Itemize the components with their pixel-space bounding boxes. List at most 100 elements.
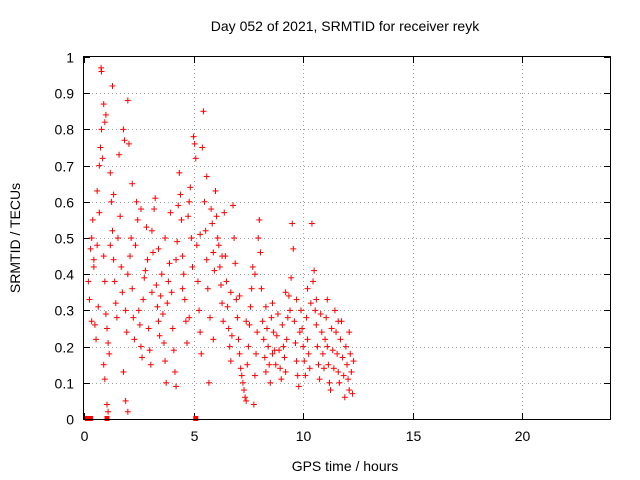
- data-point: [269, 350, 276, 357]
- data-point: [198, 350, 205, 357]
- data-point: [247, 303, 254, 310]
- y-tick-label: 0: [66, 412, 74, 428]
- data-point: [251, 271, 258, 278]
- data-point: [107, 169, 114, 176]
- data-point: [227, 358, 234, 365]
- data-point: [281, 354, 288, 361]
- data-point: [128, 235, 135, 241]
- data-point: [137, 343, 144, 350]
- data-point: [187, 184, 194, 191]
- data-point: [85, 278, 92, 285]
- data-point: [197, 231, 204, 238]
- data-point: [297, 307, 304, 314]
- data-point: [104, 325, 111, 332]
- data-point: [224, 303, 231, 310]
- data-point: [279, 321, 286, 328]
- data-point: [340, 372, 347, 379]
- data-point: [319, 350, 326, 357]
- data-point: [287, 307, 294, 314]
- data-point: [316, 376, 323, 383]
- data-point: [175, 202, 182, 209]
- data-point: [158, 271, 165, 278]
- data-point: [232, 260, 239, 267]
- data-point: [171, 368, 178, 375]
- data-point: [216, 263, 223, 270]
- data-point: [220, 318, 227, 325]
- data-point: [313, 296, 320, 303]
- data-point: [197, 329, 204, 336]
- data-point: [165, 278, 172, 285]
- data-point: [262, 303, 269, 310]
- data-point: [104, 401, 111, 408]
- x-tick-label: 20: [515, 428, 531, 444]
- data-point: [179, 285, 186, 292]
- data-point: [250, 401, 257, 408]
- data-point: [155, 318, 162, 325]
- data-point: [109, 227, 116, 234]
- data-point: [95, 303, 102, 310]
- data-point: [259, 318, 266, 325]
- data-point: [140, 296, 147, 303]
- data-point: [131, 336, 138, 343]
- data-point: [147, 361, 154, 368]
- axis-ticks: 00.10.20.30.40.50.60.70.80.910 5 10 15 20: [55, 50, 610, 444]
- data-point: [278, 376, 285, 383]
- data-point: [164, 300, 171, 307]
- y-tick-label: 0.2: [55, 340, 75, 356]
- data-point: [101, 278, 108, 285]
- data-point: [282, 289, 289, 296]
- data-point: [215, 242, 222, 249]
- data-point: [106, 350, 113, 357]
- data-point: [90, 263, 97, 270]
- data-point: [127, 253, 134, 260]
- data-point: [88, 318, 95, 325]
- data-point: [203, 173, 210, 180]
- data-point: [243, 397, 250, 404]
- data-point: [255, 235, 262, 241]
- data-point: [334, 350, 341, 357]
- data-point: [238, 372, 245, 379]
- x-axis-label: GPS time / hours: [292, 458, 399, 474]
- y-tick-label: 0.5: [55, 231, 75, 247]
- data-point: [129, 285, 136, 292]
- data-point: [166, 260, 173, 267]
- data-point: [98, 126, 105, 133]
- data-point: [327, 387, 334, 394]
- data-point: [186, 314, 193, 321]
- data-point: [96, 162, 103, 169]
- data-point: [312, 307, 319, 314]
- data-point: [242, 394, 249, 401]
- data-point: [217, 282, 224, 289]
- data-point: [293, 296, 300, 303]
- data-point: [324, 296, 331, 303]
- data-point: [306, 365, 313, 372]
- data-point: [151, 206, 158, 213]
- data-point: [144, 256, 151, 263]
- data-point: [143, 224, 150, 231]
- data-point: [320, 365, 327, 372]
- data-point: [300, 343, 307, 350]
- data-point: [336, 379, 343, 386]
- data-point: [150, 249, 157, 256]
- data-point: [305, 350, 312, 357]
- data-point: [116, 151, 123, 158]
- data-point: [326, 379, 333, 386]
- data-point: [290, 245, 297, 252]
- data-point: [100, 101, 107, 108]
- data-point: [208, 206, 215, 213]
- data-point: [341, 394, 348, 401]
- grid-lines: [84, 57, 610, 419]
- data-point: [145, 325, 152, 332]
- data-point: [102, 111, 109, 118]
- data-point: [272, 361, 279, 368]
- data-point: [318, 329, 325, 336]
- y-tick-label: 0.8: [55, 122, 75, 138]
- data-point: [135, 307, 142, 314]
- data-point: [136, 321, 143, 328]
- data-point: [99, 155, 106, 162]
- data-point: [212, 187, 219, 194]
- data-point: [189, 263, 196, 270]
- x-tick-label: 10: [296, 428, 312, 444]
- data-point: [335, 368, 342, 375]
- data-point: [94, 242, 101, 249]
